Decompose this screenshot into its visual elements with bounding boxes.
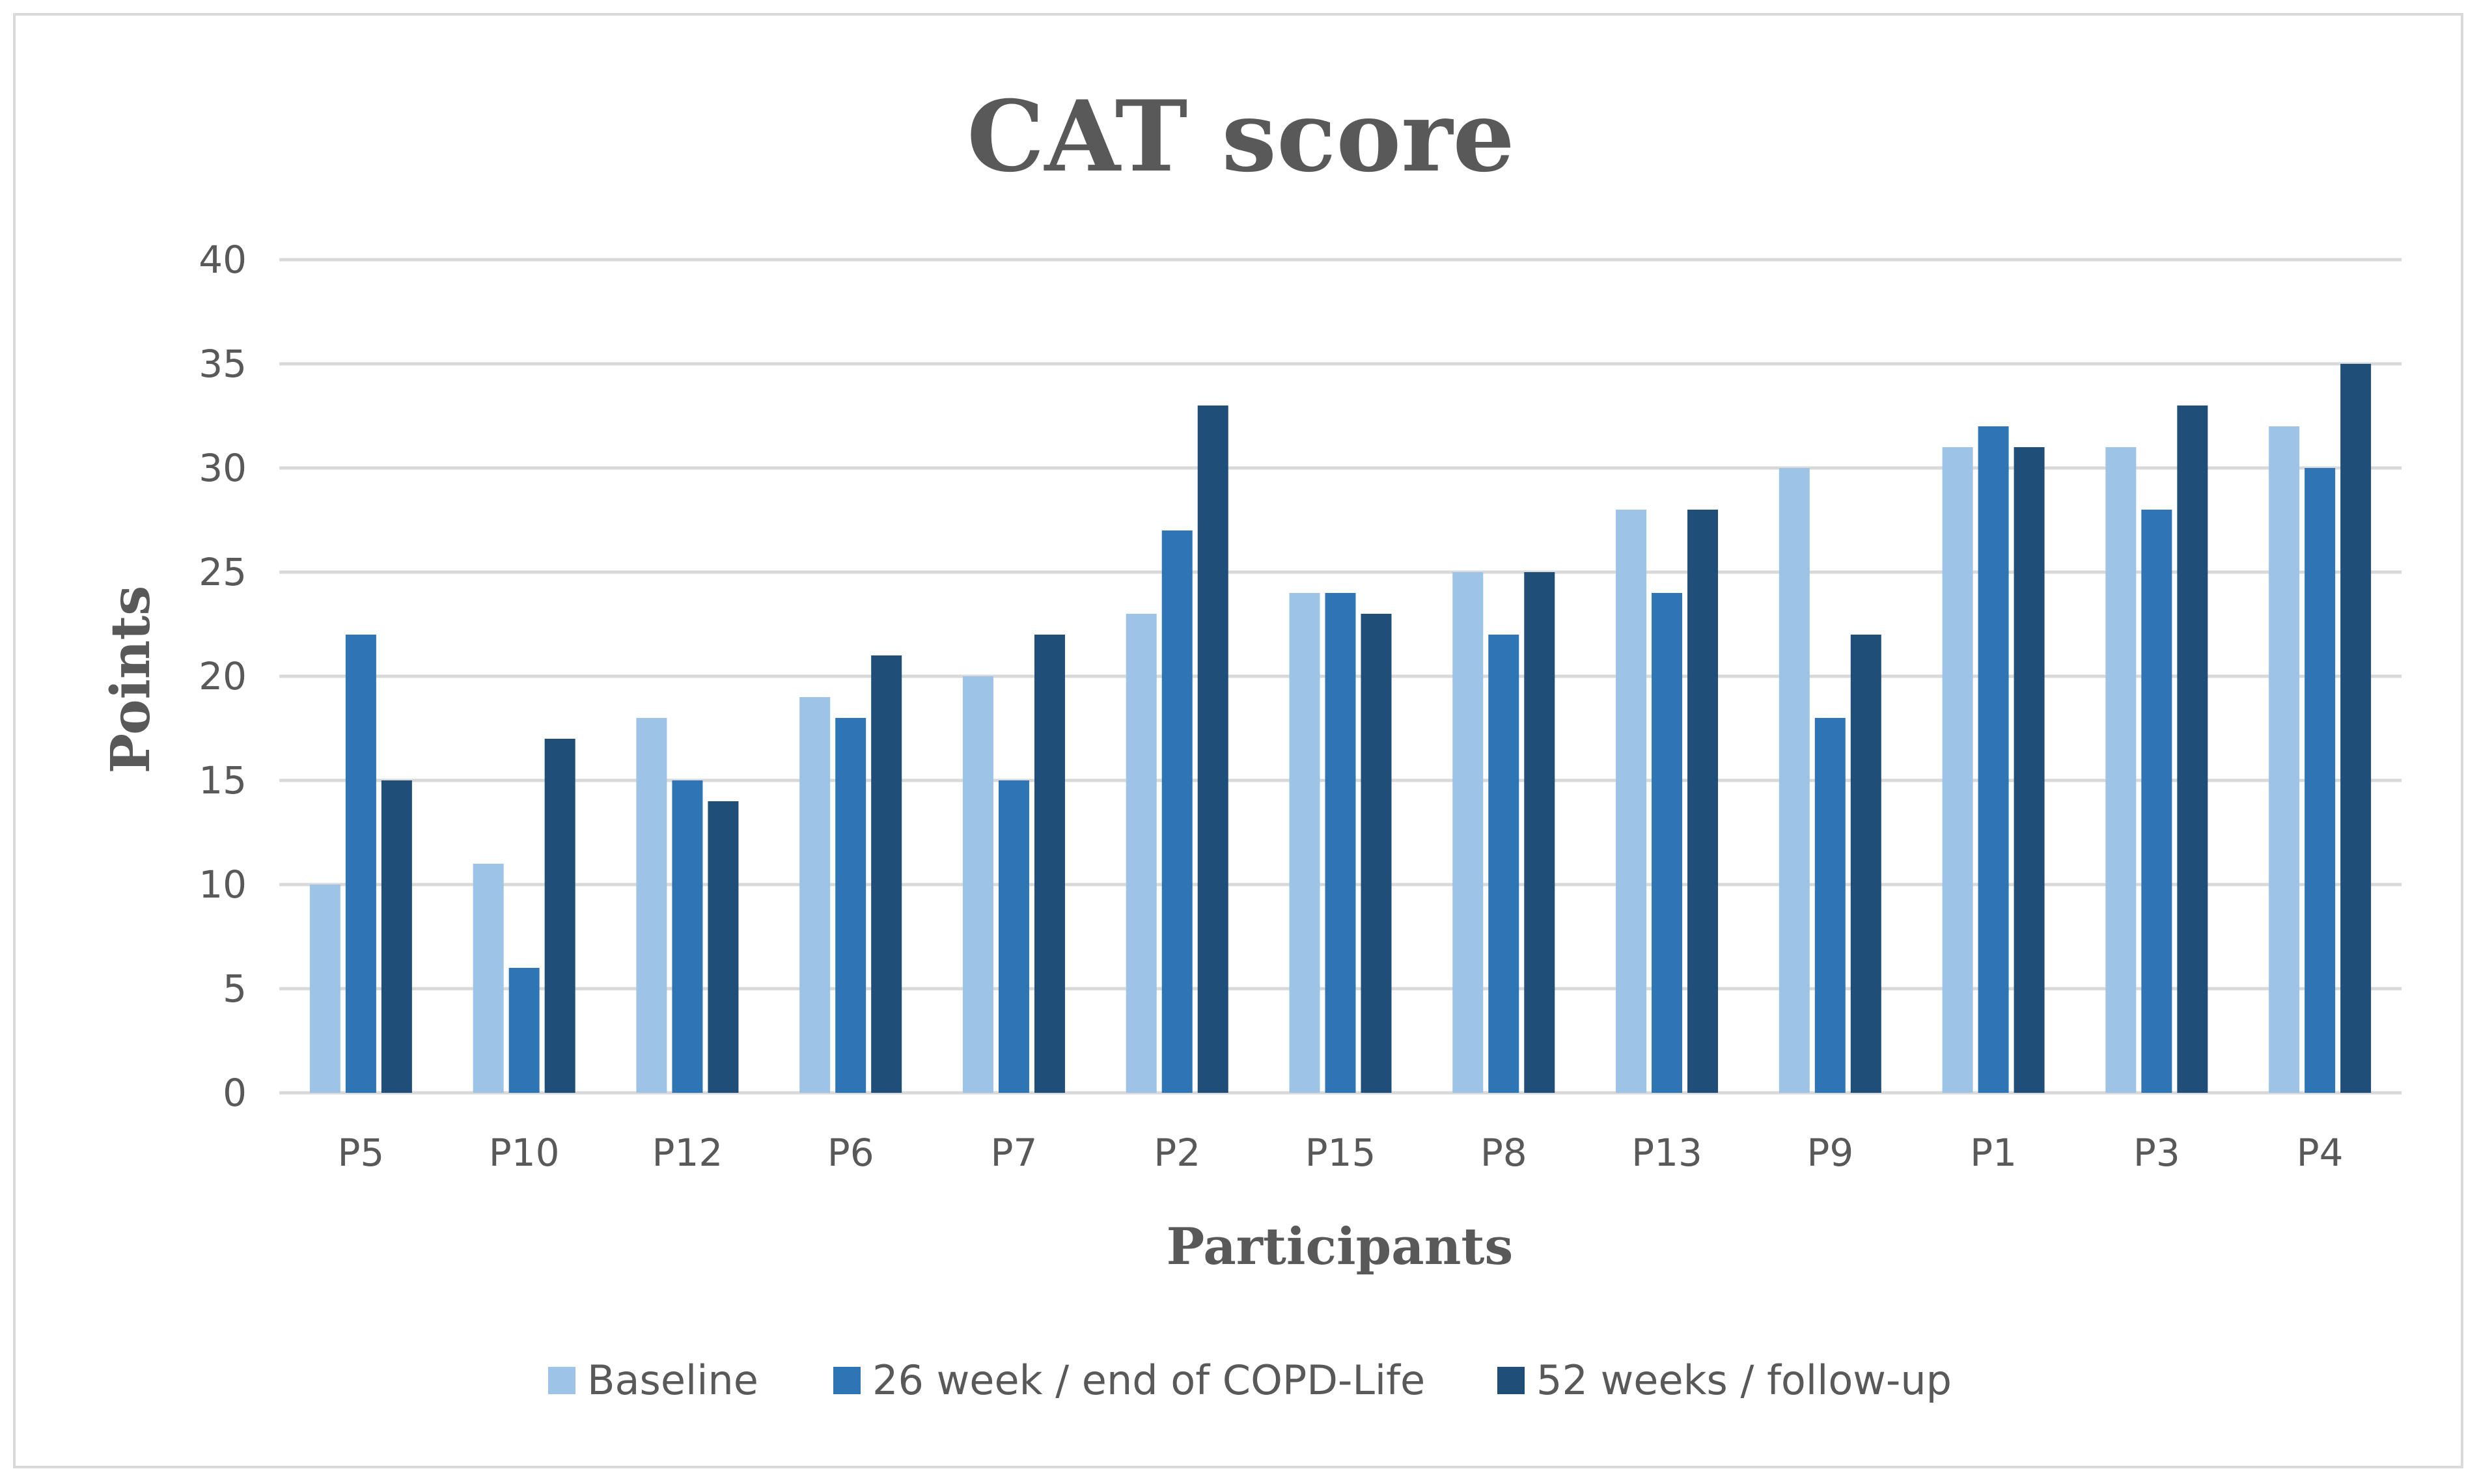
bar-p5-series-2 [345, 635, 376, 1093]
bar-p8-series-3 [1524, 572, 1555, 1093]
x-tick-label-p6: P6 [827, 1131, 874, 1175]
y-tick-label: 35 [199, 342, 247, 386]
bar-p2-series-2 [1161, 530, 1193, 1093]
bar-p10-series-2 [508, 968, 540, 1093]
x-tick-label-p3: P3 [2133, 1131, 2180, 1175]
legend-label-3: 52 weeks / follow-up [1536, 1356, 1952, 1404]
bar-p10-series-3 [544, 739, 575, 1093]
bar-p6-series-1 [799, 697, 831, 1093]
bar-p2-series-1 [1126, 614, 1157, 1093]
chart-title: CAT score [967, 79, 1515, 194]
legend-swatch-1 [548, 1367, 575, 1394]
bar-p15-series-3 [1361, 614, 1392, 1093]
bar-p13-series-2 [1652, 593, 1683, 1093]
bar-p3-series-2 [2141, 510, 2172, 1093]
bar-p8-series-2 [1488, 635, 1519, 1093]
x-tick-label-p12: P12 [652, 1131, 723, 1175]
y-tick-label: 0 [223, 1071, 247, 1115]
y-tick-label: 20 [199, 654, 247, 698]
y-axis-title: Points [100, 586, 162, 774]
x-tick-label-p1: P1 [1970, 1131, 2017, 1175]
x-tick-label-p9: P9 [1807, 1131, 1853, 1175]
bar-p9-series-2 [1814, 718, 1846, 1093]
x-tick-label-p15: P15 [1305, 1131, 1376, 1175]
bar-p5-series-1 [309, 885, 340, 1093]
bar-p6-series-2 [835, 718, 866, 1093]
y-tick-label: 10 [199, 862, 247, 907]
chart-frame: CAT score 0 5 10 15 20 25 30 35 40 P5 P10 P12 P6 P7 P… [13, 13, 2463, 1468]
x-tick-label-p8: P8 [1480, 1131, 1527, 1175]
bar-p4-series-3 [2340, 364, 2372, 1093]
y-tick-label: 25 [199, 550, 247, 594]
x-tick-label-p10: P10 [489, 1131, 560, 1175]
legend-swatch-3 [1497, 1367, 1525, 1394]
x-tick-label-p13: P13 [1631, 1131, 1702, 1175]
bars [309, 364, 2372, 1093]
legend: Baseline 26 week / end of COPD-Life 52 wee… [548, 1356, 1952, 1404]
x-tick-label-p4: P4 [2297, 1131, 2344, 1175]
bar-p12-series-3 [708, 801, 739, 1093]
bar-p1-series-1 [1942, 447, 1973, 1093]
y-tick-labels: 0 5 10 15 20 25 30 35 40 [199, 238, 247, 1115]
bar-p3-series-3 [2177, 405, 2208, 1093]
bar-p15-series-2 [1325, 593, 1356, 1093]
x-tick-label-p7: P7 [991, 1131, 1038, 1175]
y-tick-label: 40 [199, 238, 247, 282]
legend-label-2: 26 week / end of COPD-Life [872, 1356, 1425, 1404]
bar-p7-series-3 [1034, 635, 1065, 1093]
x-axis-title: Participants [1167, 1217, 1514, 1276]
y-tick-label: 5 [223, 967, 247, 1011]
legend-swatch-2 [833, 1367, 861, 1394]
bar-p6-series-3 [871, 655, 902, 1093]
bar-p8-series-1 [1452, 572, 1484, 1093]
bar-p5-series-3 [381, 780, 412, 1093]
bar-p10-series-1 [473, 864, 504, 1093]
bar-p3-series-1 [2105, 447, 2137, 1093]
bar-p9-series-1 [1779, 468, 1810, 1093]
y-tick-label: 30 [199, 446, 247, 490]
bar-p15-series-1 [1289, 593, 1320, 1093]
bar-p7-series-1 [962, 676, 993, 1093]
bar-p7-series-2 [998, 780, 1029, 1093]
y-tick-label: 15 [199, 758, 247, 803]
bar-p12-series-1 [636, 718, 667, 1093]
bar-p4-series-1 [2269, 426, 2300, 1093]
bar-p1-series-3 [2014, 447, 2045, 1093]
bar-p4-series-2 [2305, 468, 2336, 1093]
legend-label-1: Baseline [587, 1356, 758, 1404]
bar-p13-series-1 [1616, 510, 1647, 1093]
bar-p9-series-3 [1850, 635, 1881, 1093]
bar-p1-series-2 [1978, 426, 2009, 1093]
bar-p12-series-2 [672, 780, 703, 1093]
x-tick-label-p2: P2 [1154, 1131, 1200, 1175]
x-tick-labels: P5 P10 P12 P6 P7 P2 P15 P8 P13 P9 P1 P3 P4 [337, 1131, 2343, 1175]
bar-p13-series-3 [1687, 510, 1719, 1093]
x-tick-label-p5: P5 [337, 1131, 384, 1175]
bar-p2-series-3 [1197, 405, 1228, 1093]
